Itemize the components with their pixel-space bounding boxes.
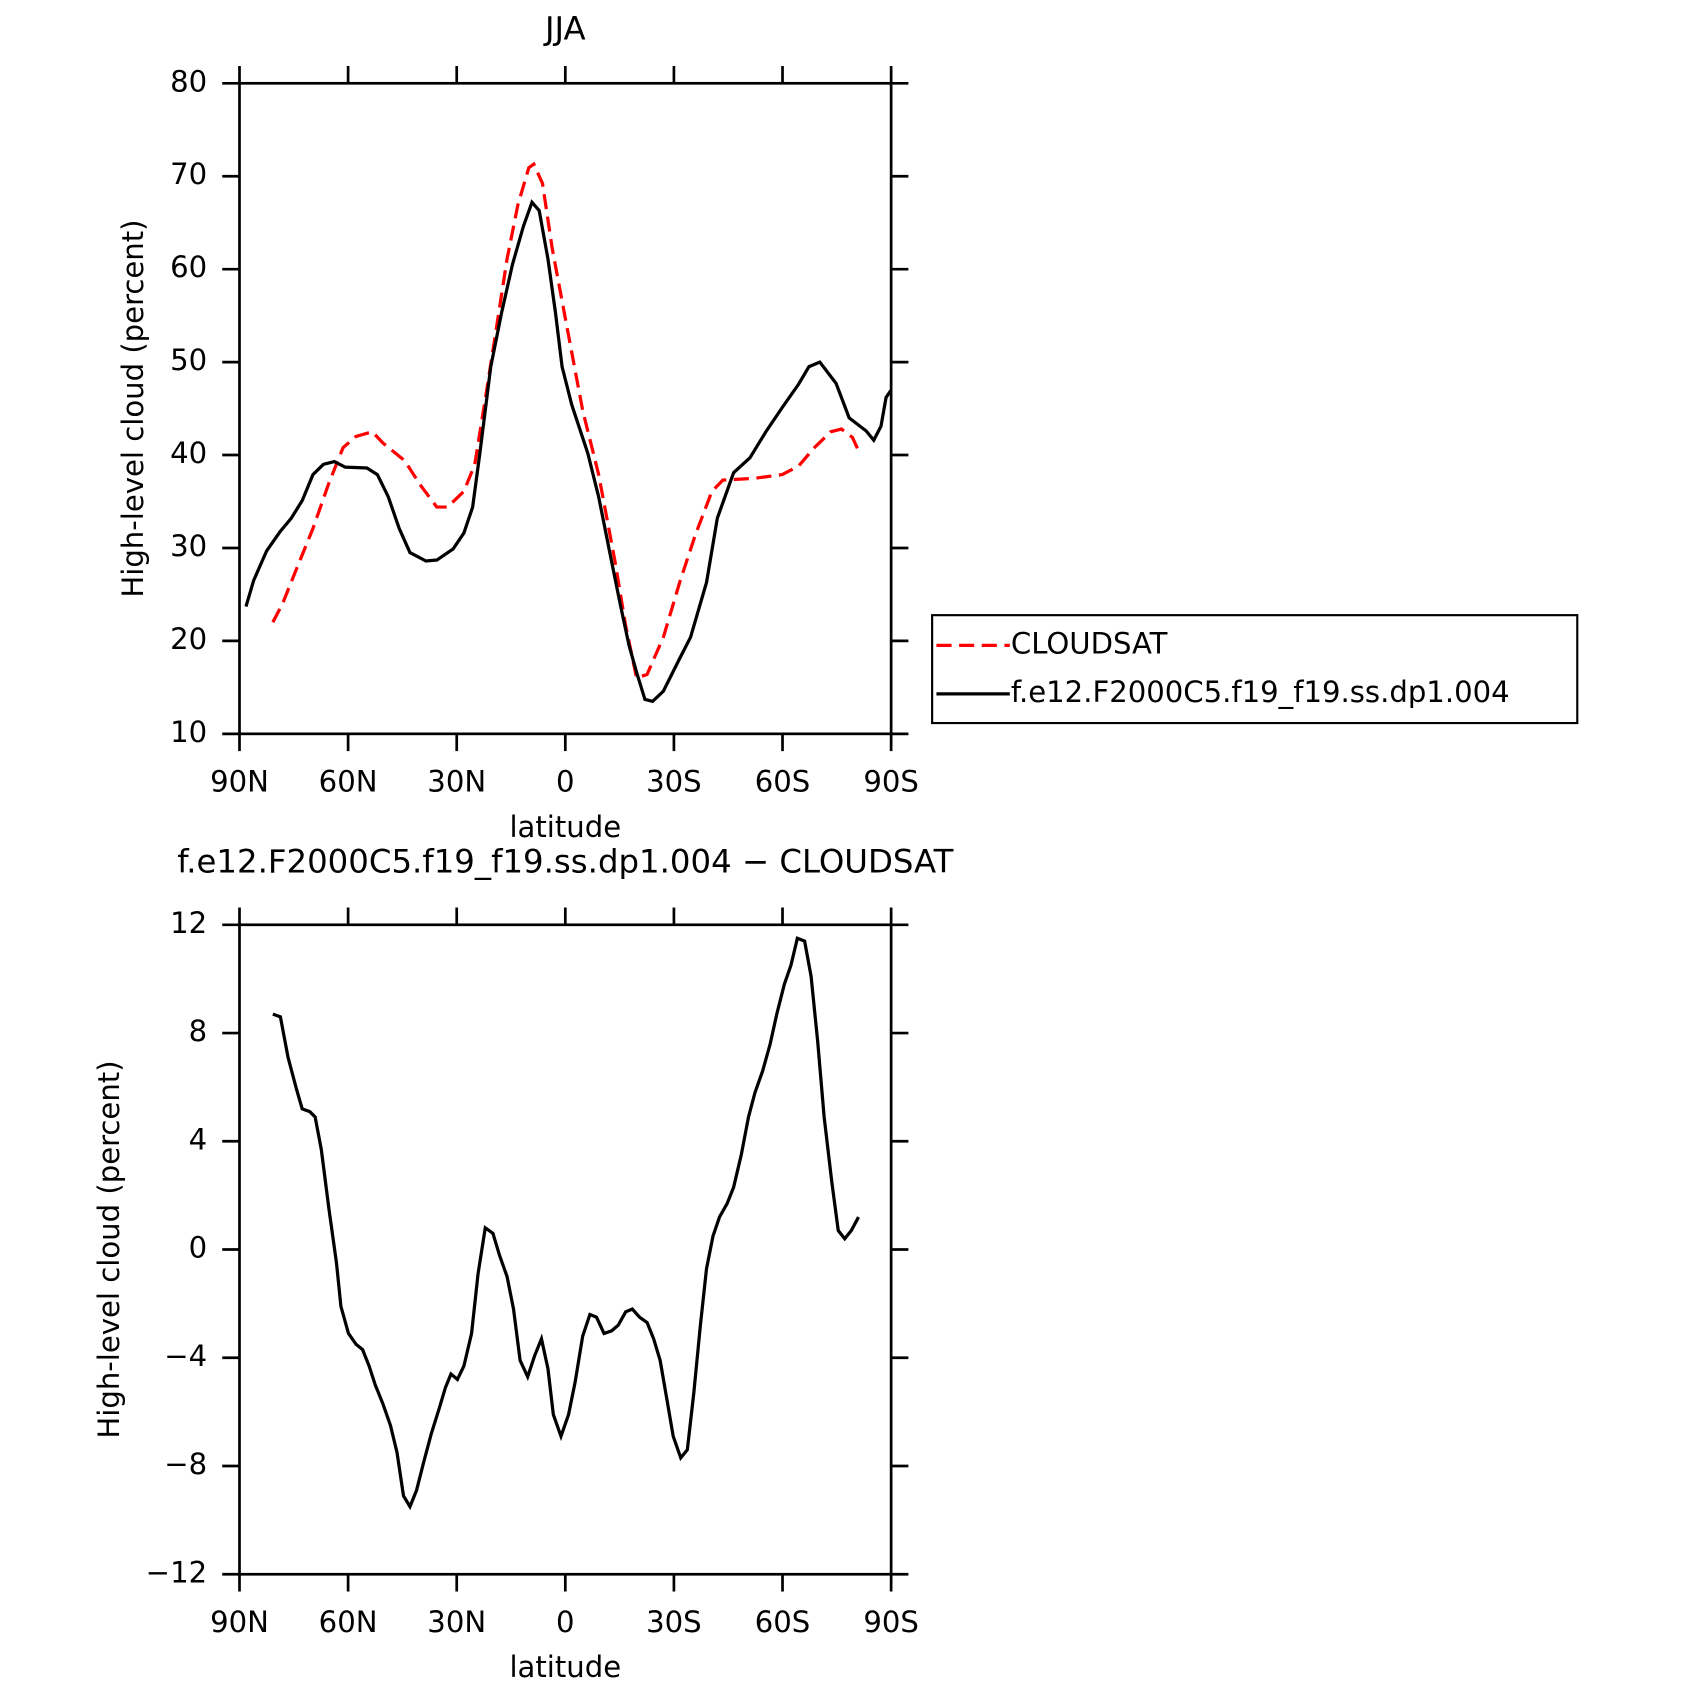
x-tick-label: 90S (863, 1605, 919, 1639)
x-axis-label: latitude (509, 1650, 621, 1684)
x-tick-label: 90S (863, 764, 919, 798)
y-tick-label: 12 (170, 906, 207, 940)
x-tick-label: 30S (646, 764, 702, 798)
y-axis-label: High-level cloud (percent) (116, 219, 150, 597)
data-line (244, 199, 893, 704)
y-tick-label: 0 (189, 1231, 208, 1265)
x-tick-label: 60N (319, 1605, 378, 1639)
y-tick-label: 60 (170, 250, 207, 284)
chart-title: f.e12.F2000C5.f19_f19.ss.dp1.004 − CLOUD… (177, 842, 953, 880)
x-tick-label: 0 (556, 1605, 575, 1639)
x-tick-label: 90N (210, 764, 269, 798)
x-tick-label: 30N (427, 1605, 486, 1639)
y-tick-label: 8 (189, 1014, 208, 1048)
x-tick-label: 60S (755, 1605, 811, 1639)
legend-box (931, 614, 1579, 725)
legend-label: f.e12.F2000C5.f19_f19.ss.dp1.004 (1011, 675, 1510, 709)
y-tick-label: 10 (170, 715, 207, 749)
plot-frame (238, 923, 893, 1576)
x-tick-label: 0 (556, 764, 575, 798)
x-tick-label: 30N (427, 764, 486, 798)
chart-title: JJA (543, 9, 586, 47)
y-tick-label: 30 (170, 529, 207, 563)
y-tick-label: 50 (170, 343, 207, 377)
x-tick-label: 30S (646, 1605, 702, 1639)
y-tick-label: −8 (164, 1447, 207, 1481)
y-tick-label: 20 (170, 622, 207, 656)
y-tick-label: −12 (146, 1555, 207, 1589)
legend-label: CLOUDSAT (1011, 626, 1168, 660)
y-tick-label: 4 (189, 1122, 208, 1156)
data-line (271, 161, 862, 681)
x-tick-label: 90N (210, 1605, 269, 1639)
y-tick-label: 70 (170, 157, 207, 191)
y-tick-label: −4 (164, 1339, 207, 1373)
plot-frame (238, 81, 893, 736)
y-axis-label: High-level cloud (percent) (92, 1060, 126, 1438)
y-tick-label: 80 (170, 64, 207, 98)
x-tick-label: 60S (755, 764, 811, 798)
y-tick-label: 40 (170, 436, 207, 470)
x-axis-label: latitude (509, 810, 621, 844)
x-tick-label: 60N (319, 764, 378, 798)
data-line (272, 936, 860, 1511)
